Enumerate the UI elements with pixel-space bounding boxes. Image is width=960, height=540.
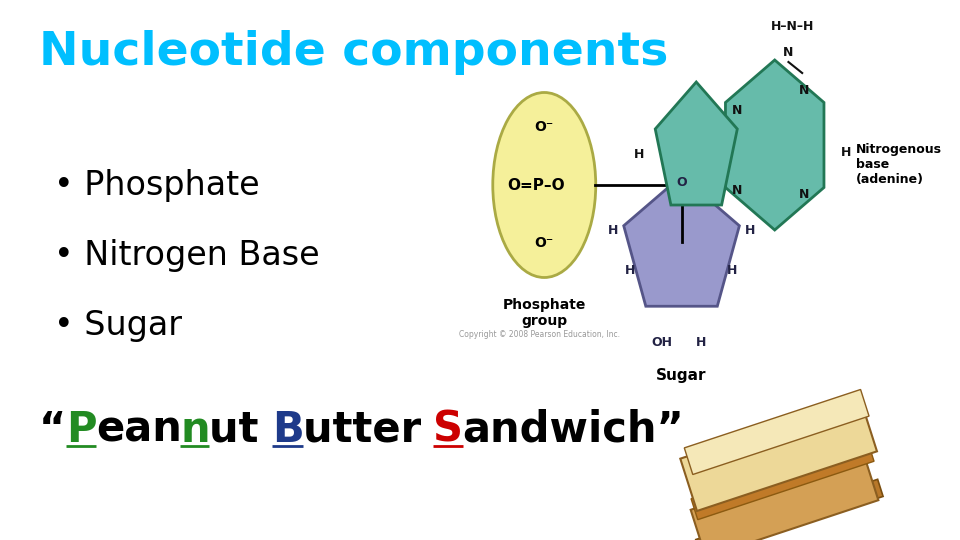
Text: • Phosphate: • Phosphate [54,168,259,201]
Text: n: n [180,409,210,451]
Text: • Nitrogen Base: • Nitrogen Base [54,239,320,272]
Text: H: H [745,224,756,237]
Polygon shape [684,389,869,475]
Text: andwich”: andwich” [463,409,684,451]
Text: N: N [799,188,809,201]
Polygon shape [691,440,874,519]
Text: Phosphate
group: Phosphate group [503,298,586,328]
Text: H: H [635,148,644,161]
Polygon shape [690,453,878,540]
Text: O⁻: O⁻ [535,236,554,250]
Text: O⁻: O⁻ [535,120,554,134]
Text: “: “ [39,409,66,451]
Text: CH₂: CH₂ [671,162,696,175]
Text: ean: ean [96,409,181,451]
Polygon shape [624,176,739,306]
Text: N: N [783,46,794,59]
Text: O=P–O: O=P–O [508,178,565,192]
Text: H: H [608,224,618,237]
Ellipse shape [492,92,596,278]
Text: N: N [732,104,743,117]
Text: H–N–H: H–N–H [771,21,814,33]
Text: OH: OH [652,335,672,348]
Text: H: H [728,264,737,276]
Text: Sugar: Sugar [657,368,707,383]
Text: O: O [676,176,686,188]
Text: N: N [799,84,809,97]
Text: P: P [66,409,97,451]
Text: H: H [625,264,636,276]
Text: ut: ut [209,409,274,451]
Polygon shape [681,399,877,511]
Text: H: H [841,146,852,159]
Text: S: S [433,409,464,451]
Polygon shape [726,60,824,230]
Polygon shape [696,480,883,540]
Text: utter: utter [303,409,436,451]
Text: Copyright © 2008 Pearson Education, Inc.: Copyright © 2008 Pearson Education, Inc. [459,330,620,339]
Text: B: B [272,409,303,451]
Text: • Sugar: • Sugar [54,308,182,341]
Polygon shape [656,82,737,205]
Text: Nitrogenous
base
(adenine): Nitrogenous base (adenine) [856,144,942,186]
Text: H: H [696,335,707,348]
Text: Nucleotide components: Nucleotide components [39,30,668,75]
Text: N: N [732,184,743,197]
